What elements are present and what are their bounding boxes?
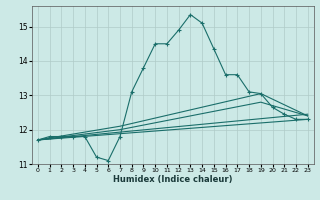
X-axis label: Humidex (Indice chaleur): Humidex (Indice chaleur)	[113, 175, 233, 184]
